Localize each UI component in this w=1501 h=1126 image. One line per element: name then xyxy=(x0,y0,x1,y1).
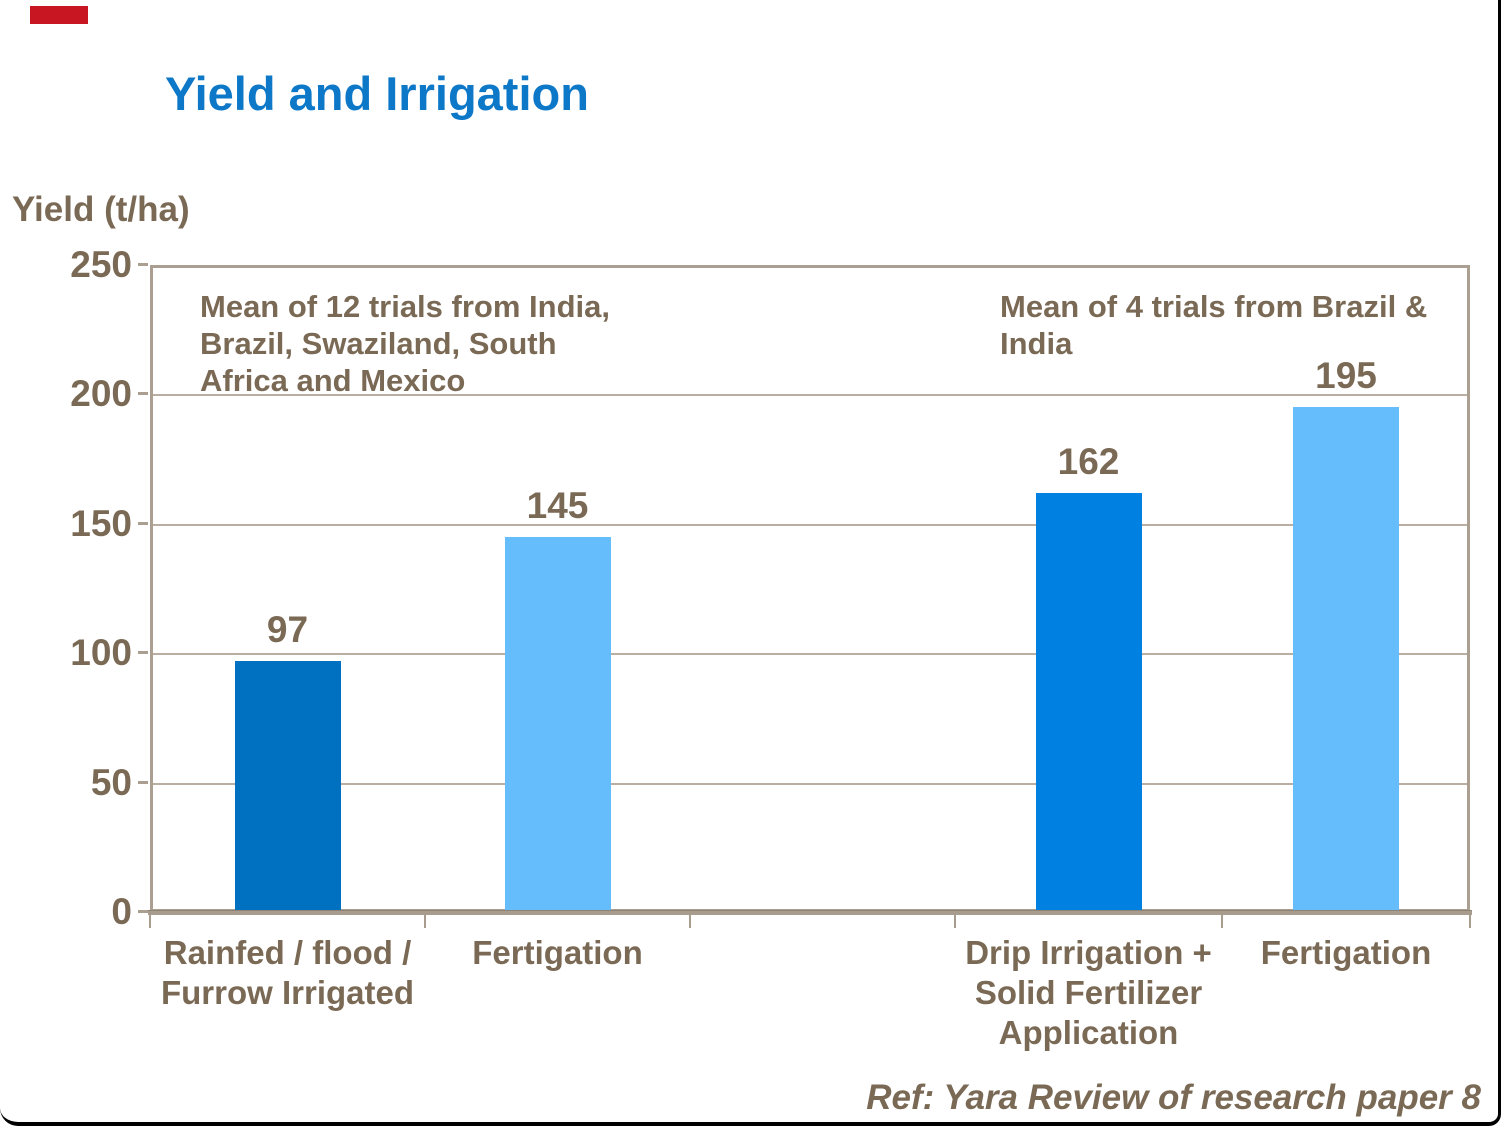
y-tick-label-50: 50 xyxy=(90,761,132,803)
y-tick-label-250: 250 xyxy=(70,244,132,285)
x-tick-mark-2 xyxy=(689,915,691,928)
bar-fertigation xyxy=(504,536,611,910)
y-tick-mark-100 xyxy=(138,651,148,655)
bar-fertigation xyxy=(1293,407,1399,910)
y-tick-label-0: 0 xyxy=(111,891,132,932)
gridline-y-50 xyxy=(153,782,1467,785)
x-tick-mark-5 xyxy=(1469,915,1471,928)
bar-value-label-4: 195 xyxy=(1315,355,1377,397)
x-tick-mark-0 xyxy=(149,915,151,928)
bar-value-label-1: 145 xyxy=(526,484,589,526)
y-tick-mark-50 xyxy=(138,780,148,784)
y-tick-mark-200 xyxy=(138,392,148,396)
annotation-left-trials: Mean of 12 trials from India, Brazil, Sw… xyxy=(200,289,610,398)
x-axis-line xyxy=(148,910,1472,915)
chart-title: Yield and Irrigation xyxy=(165,67,589,120)
x-category-label-0: Rainfed / flood / Furrow Irrigated xyxy=(160,934,415,1011)
bar-value-label-0: 97 xyxy=(266,608,309,650)
bar-drip-irrigation xyxy=(1035,492,1142,910)
y-tick-mark-150 xyxy=(138,521,148,525)
annotation-right-trials: Mean of 4 trials from Brazil & India xyxy=(1000,289,1428,361)
x-tick-mark-3 xyxy=(954,915,956,928)
y-tick-mark-250 xyxy=(138,263,148,266)
y-tick-label-200: 200 xyxy=(70,373,132,415)
bar-value-label-3: 162 xyxy=(1057,440,1120,482)
y-tick-mark-0 xyxy=(138,910,148,913)
x-category-label-1: Fertigation xyxy=(472,934,643,971)
y-axis-title: Yield (t/ha) xyxy=(12,190,190,229)
plot-area xyxy=(150,265,1470,912)
slide-accent-red-bar xyxy=(30,6,88,24)
y-tick-label-150: 150 xyxy=(70,502,132,544)
x-tick-mark-4 xyxy=(1221,915,1223,928)
gridline-y-150 xyxy=(153,523,1467,526)
x-category-label-3: Drip Irrigation + Solid Fertilizer Appli… xyxy=(965,934,1212,1051)
gridline-y-100 xyxy=(153,653,1467,656)
bar-rainfed-flood xyxy=(234,660,341,910)
y-tick-label-100: 100 xyxy=(70,632,132,674)
x-tick-mark-1 xyxy=(424,915,426,928)
gridline-y-200 xyxy=(153,394,1467,397)
reference-footnote: Ref: Yara Review of research paper 8 xyxy=(866,1078,1481,1117)
x-category-label-4: Fertigation xyxy=(1260,934,1432,971)
